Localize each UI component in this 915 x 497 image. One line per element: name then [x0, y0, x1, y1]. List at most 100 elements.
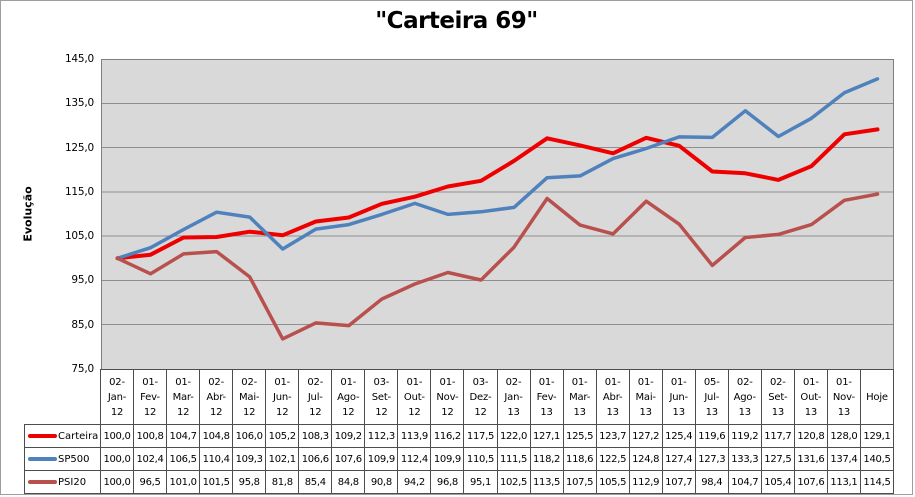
- table-value-cell: 131,6: [794, 448, 828, 471]
- x-axis-header-cell: 02- Abr- 12: [200, 369, 234, 425]
- x-axis-header-cell: 03- Dez- 12: [464, 369, 498, 425]
- table-value-cell: 106,5: [167, 448, 201, 471]
- x-axis-header-cell: 02- Jul- 12: [299, 369, 333, 425]
- y-tick-label: 125,0: [64, 141, 94, 154]
- table-value-cell: 105,4: [761, 471, 795, 494]
- table-value-cell: 120,8: [794, 425, 828, 448]
- legend-label: SP500: [58, 453, 90, 465]
- table-value-cell: 107,6: [332, 448, 366, 471]
- x-axis-header-cell: 02- Jan- 13: [497, 369, 531, 425]
- x-axis-header-cell: 01- Mai- 13: [629, 369, 663, 425]
- table-value-cell: 96,5: [134, 471, 168, 494]
- table-value-cell: 107,7: [662, 471, 696, 494]
- table-value-cell: 113,1: [827, 471, 861, 494]
- table-value-cell: 118,2: [530, 448, 564, 471]
- table-value-cell: 109,3: [233, 448, 267, 471]
- x-axis-header-cell: 03- Set- 12: [365, 369, 399, 425]
- table-value-cell: 116,2: [431, 425, 465, 448]
- legend-swatch-carteira: [28, 434, 57, 438]
- x-axis-header-cell: 01- Mar- 12: [167, 369, 201, 425]
- table-value-cell: 84,8: [332, 471, 366, 494]
- series-line-carteira: [115, 127, 880, 261]
- table-value-cell: 94,2: [398, 471, 432, 494]
- table-value-cell: 95,1: [464, 471, 498, 494]
- table-value-cell: 122,5: [596, 448, 630, 471]
- table-value-cell: 101,5: [200, 471, 234, 494]
- series-line-psi20: [115, 192, 880, 341]
- table-corner-blank: [24, 369, 101, 425]
- table-value-cell: 107,6: [794, 471, 828, 494]
- table-value-cell: 124,8: [629, 448, 663, 471]
- table-value-cell: 100,8: [134, 425, 168, 448]
- x-axis-header-cell: 01- Out- 13: [794, 369, 828, 425]
- table-value-cell: 104,7: [167, 425, 201, 448]
- table-value-cell: 102,5: [497, 471, 531, 494]
- table-value-cell: 108,3: [299, 425, 333, 448]
- y-tick-label: 105,0: [64, 230, 94, 243]
- y-axis-title: Evolução: [21, 186, 35, 242]
- table-value-cell: 109,9: [431, 448, 465, 471]
- x-axis-header-cell: 02- Ago- 13: [728, 369, 762, 425]
- plot-area: [101, 59, 894, 369]
- table-value-cell: 100,0: [101, 448, 135, 471]
- table-value-cell: 85,4: [299, 471, 333, 494]
- table-value-cell: 110,4: [200, 448, 234, 471]
- table-value-cell: 133,3: [728, 448, 762, 471]
- table-value-cell: 100,0: [101, 471, 135, 494]
- table-value-cell: 105,2: [266, 425, 300, 448]
- x-axis-header-cell: 01- Out- 12: [398, 369, 432, 425]
- table-value-cell: 113,5: [530, 471, 564, 494]
- x-axis-header-cell: 02- Jan- 12: [101, 369, 135, 425]
- table-value-cell: 129,1: [860, 425, 894, 448]
- table-value-cell: 96,8: [431, 471, 465, 494]
- legend-item-psi20: PSI20: [24, 471, 101, 494]
- table-value-cell: 95,8: [233, 471, 267, 494]
- table-value-cell: 122,0: [497, 425, 531, 448]
- x-axis-header-cell: 01- Mar- 13: [563, 369, 597, 425]
- x-axis-header-cell: 02- Set- 13: [761, 369, 795, 425]
- x-axis-header-cell: 01- Jun- 13: [662, 369, 696, 425]
- table-value-cell: 119,2: [728, 425, 762, 448]
- table-value-cell: 100,0: [101, 425, 135, 448]
- table-value-cell: 137,4: [827, 448, 861, 471]
- table-value-cell: 127,4: [662, 448, 696, 471]
- x-axis-header-cell: 01- Abr- 13: [596, 369, 630, 425]
- legend-item-carteira: Carteira: [24, 425, 101, 448]
- table-value-cell: 90,8: [365, 471, 399, 494]
- legend-label: Carteira: [58, 430, 99, 442]
- table-value-cell: 102,1: [266, 448, 300, 471]
- series-line-sp500: [115, 77, 880, 261]
- legend-item-sp500: SP500: [24, 448, 101, 471]
- table-value-cell: 98,4: [695, 471, 729, 494]
- table-value-cell: 104,8: [200, 425, 234, 448]
- table-value-cell: 125,4: [662, 425, 696, 448]
- y-tick-label: 115,0: [64, 185, 94, 198]
- table-value-cell: 117,5: [464, 425, 498, 448]
- table-value-cell: 123,7: [596, 425, 630, 448]
- table-value-cell: 127,1: [530, 425, 564, 448]
- table-value-cell: 127,5: [761, 448, 795, 471]
- table-value-cell: 101,0: [167, 471, 201, 494]
- x-axis-header-cell: 01- Fev- 13: [530, 369, 564, 425]
- plot-svg: [101, 59, 894, 369]
- legend-swatch-sp500: [28, 457, 57, 461]
- table-value-cell: 106,6: [299, 448, 333, 471]
- table-value-cell: 125,5: [563, 425, 597, 448]
- table-value-cell: 127,3: [695, 448, 729, 471]
- chart-title: "Carteira 69": [375, 8, 538, 34]
- x-axis-header-cell: 05- Jul- 13: [695, 369, 729, 425]
- table-value-cell: 102,4: [134, 448, 168, 471]
- x-axis-header-cell: Hoje: [860, 369, 894, 425]
- table-value-cell: 81,8: [266, 471, 300, 494]
- table-value-cell: 104,7: [728, 471, 762, 494]
- table-value-cell: 128,0: [827, 425, 861, 448]
- table-value-cell: 112,4: [398, 448, 432, 471]
- y-tick-label: 95,0: [71, 274, 94, 287]
- x-axis-header-cell: 01- Jun- 12: [266, 369, 300, 425]
- table-value-cell: 107,5: [563, 471, 597, 494]
- x-axis-header-cell: 01- Ago- 12: [332, 369, 366, 425]
- table-value-cell: 117,7: [761, 425, 795, 448]
- x-axis-header-cell: 01- Nov- 13: [827, 369, 861, 425]
- x-axis-header-cell: 01- Nov- 12: [431, 369, 465, 425]
